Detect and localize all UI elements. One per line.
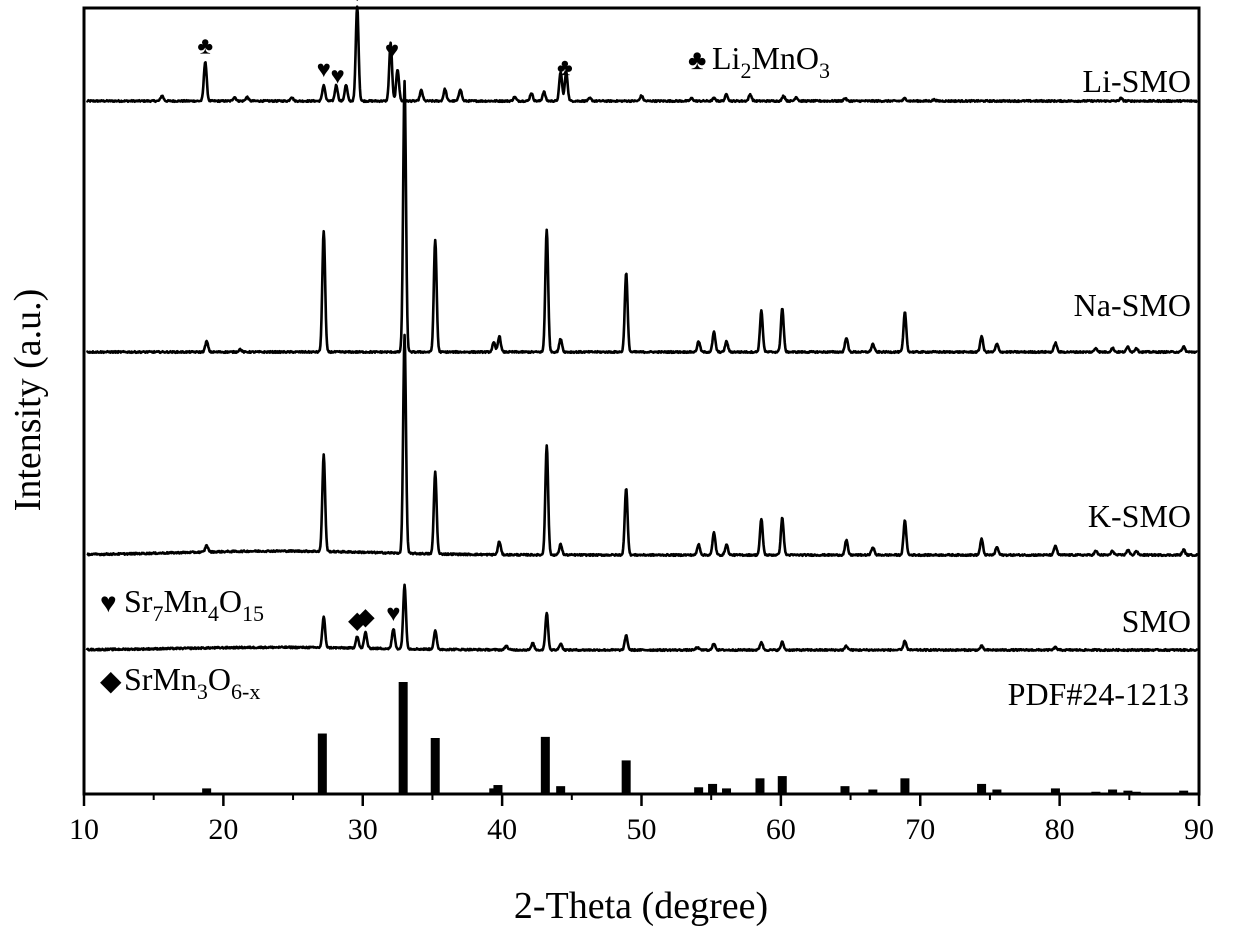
diamond-marker: ◆ [348,0,367,4]
reference-bar [868,789,878,794]
x-tick-label: 60 [766,813,796,846]
series-label-smo: SMO [1122,603,1191,639]
series-label-li-smo: Li-SMO [1083,63,1191,99]
x-tick-label: 40 [487,813,517,846]
reference-bar [493,785,503,794]
reference-bar [670,792,680,794]
reference-bar [992,789,1002,794]
diamond-icon: ◆ [100,666,122,697]
series-trace-na-smo [85,79,1199,355]
reference-bar [317,733,327,794]
reference-bar [777,776,787,794]
x-tick-label: 20 [208,813,238,846]
x-tick-label: 70 [905,813,935,846]
heart-icon: ♥ [100,588,117,619]
reference-bar [900,778,910,794]
reference-bar [755,778,765,794]
reference-bar [694,787,704,794]
legend-label: SrMn3​O6-x​ [124,661,260,704]
x-axis-title: 2-Theta (degree) [514,885,768,927]
reference-bar [540,736,550,794]
reference-bar [556,786,566,794]
series-trace-li-smo [85,5,1199,104]
reference-bar [1050,788,1060,794]
heart-marker: ♥ [317,57,331,83]
reference-bar [840,786,850,794]
legend-diamond: ◆SrMn3​O6-x​ [100,661,260,704]
club-marker: ♣ [557,55,573,81]
x-tick-label: 80 [1045,813,1075,846]
x-tick-label: 30 [348,813,378,846]
legend-label: Li2​MnO3​ [712,40,830,83]
series-trace-k-smo [86,333,1199,558]
reference-bar [398,682,408,794]
diamond-marker: ◆ [348,608,367,634]
reference-bar [1091,791,1101,794]
heart-marker: ♥ [331,63,345,89]
series-label-na-smo: Na-SMO [1074,287,1191,323]
series-label-k-smo: K-SMO [1088,498,1191,534]
legend-label: Sr7​Mn4​O15​ [124,583,264,626]
club-marker: ♣ [197,33,213,59]
reference-bar [202,788,212,794]
x-tick-label: 50 [627,813,657,846]
y-axis-title: Intensity (a.u.) [7,289,49,512]
diamond-marker: ◆ [356,604,375,630]
heart-marker: ♥ [385,38,399,64]
reference-bar [1131,791,1141,794]
x-tick-label: 90 [1184,813,1214,846]
reference-bar [722,788,732,794]
club-icon: ♣ [688,45,706,76]
reference-bar [977,783,987,794]
reference-label: PDF#24-1213 [1008,676,1189,712]
legend-heart: ♥Sr7​Mn4​O15​ [100,583,264,626]
reference-bar [430,738,440,794]
reference-bar [1108,789,1118,794]
reference-bar [1123,790,1133,794]
series-trace-smo [85,583,1199,653]
reference-bar [708,783,718,794]
reference-bar [1179,790,1189,794]
reference-bar [621,760,631,794]
legend-club: ♣Li2​MnO3​ [688,40,830,83]
x-tick-label: 10 [69,813,99,846]
heart-marker: ♥ [386,601,400,627]
